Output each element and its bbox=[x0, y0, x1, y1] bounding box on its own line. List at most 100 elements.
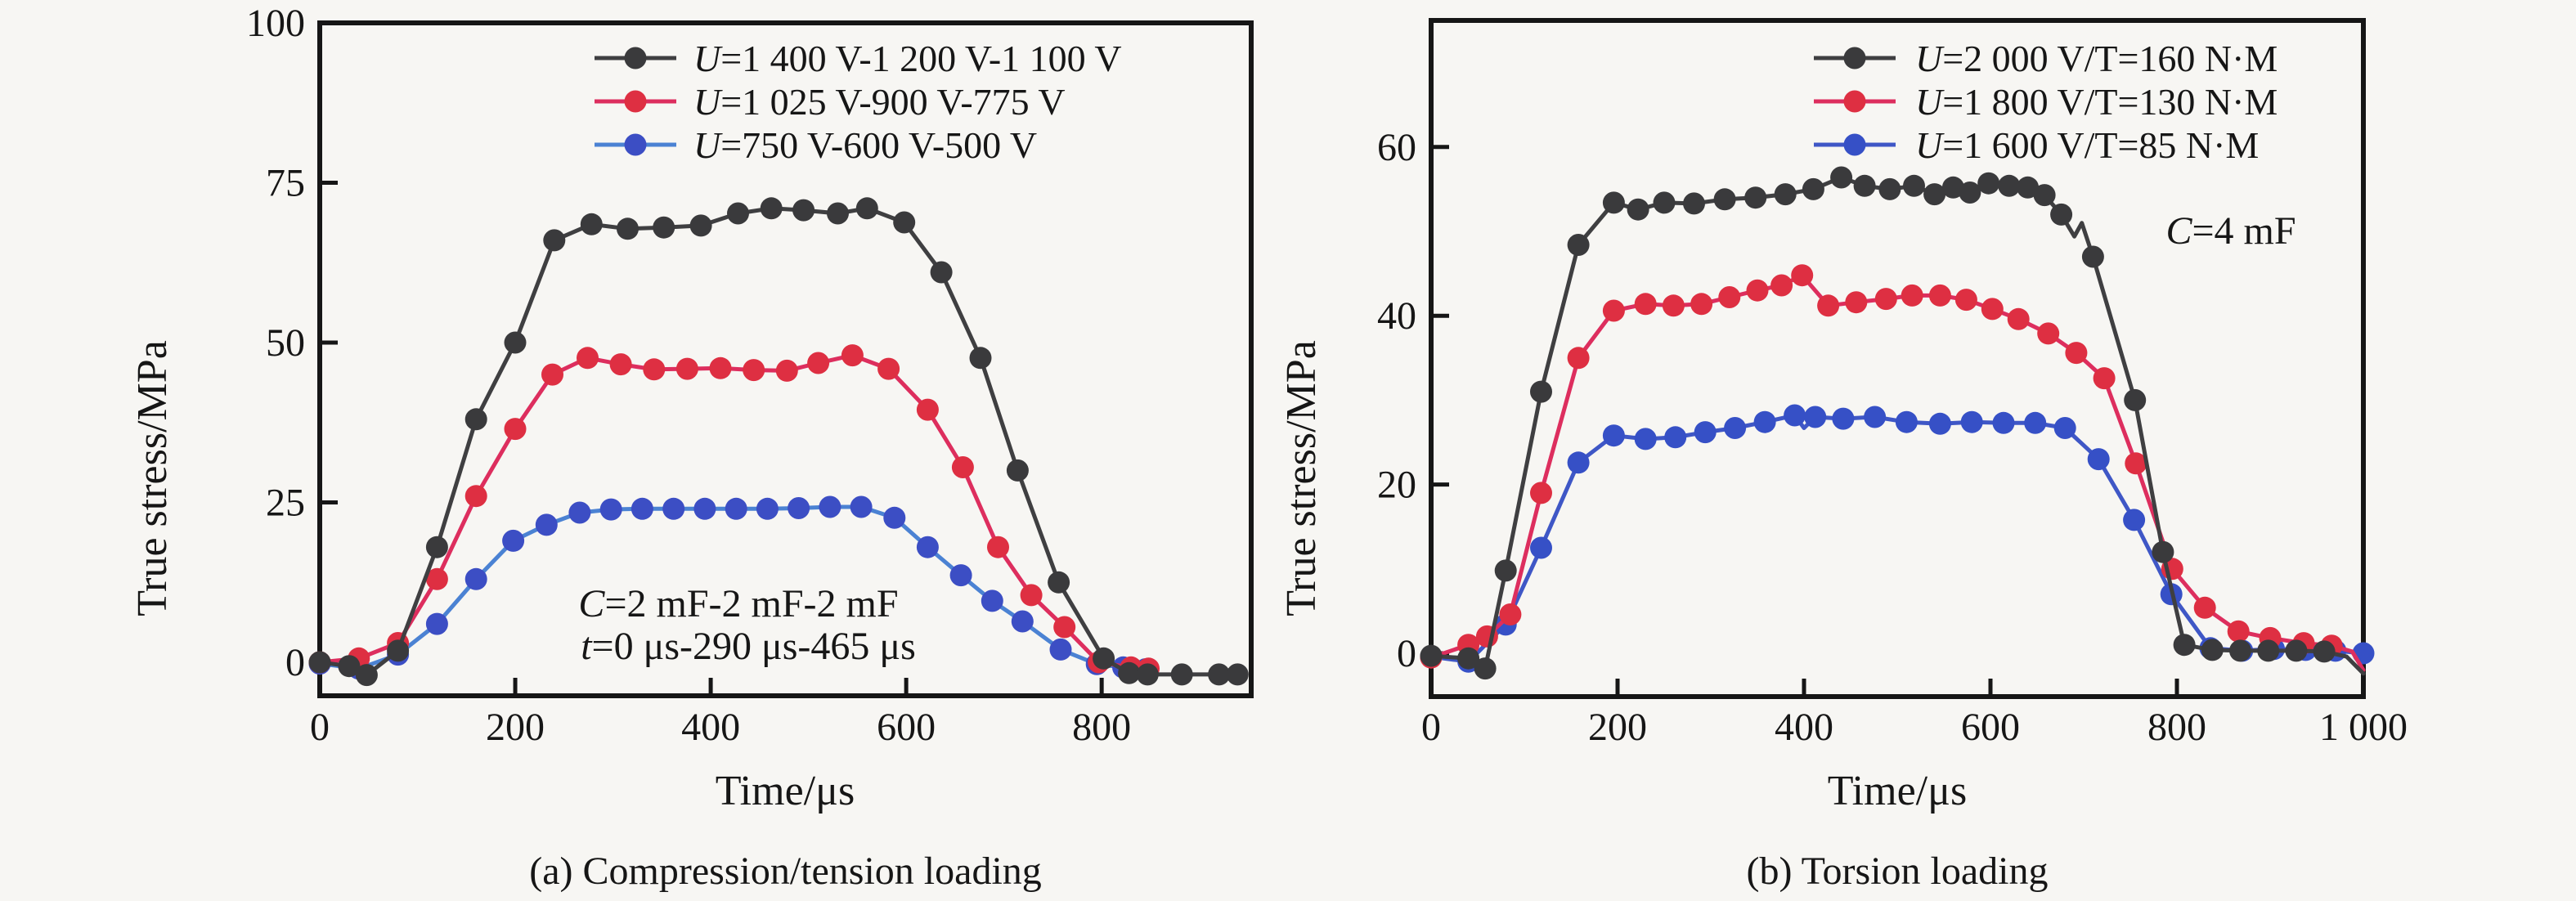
x-tick-label: 800 bbox=[1072, 706, 1131, 749]
series-marker bbox=[2087, 448, 2110, 471]
series-marker bbox=[599, 498, 622, 521]
series-marker bbox=[1744, 186, 1767, 209]
x-tick-label: 400 bbox=[1775, 706, 1833, 749]
series-marker bbox=[788, 497, 810, 519]
y-tick-label: 25 bbox=[266, 482, 305, 525]
series-marker bbox=[2017, 176, 2040, 199]
series-marker bbox=[2053, 417, 2076, 439]
series-marker bbox=[841, 344, 864, 367]
series-marker bbox=[949, 564, 972, 587]
series-marker bbox=[1208, 663, 1231, 686]
series-marker bbox=[1053, 616, 1076, 639]
annotation: C=2 mF-2 mF-2 mF bbox=[578, 582, 898, 625]
series-marker bbox=[1136, 663, 1159, 686]
series-marker bbox=[387, 639, 410, 662]
series-line bbox=[317, 206, 1240, 678]
series-marker bbox=[1690, 293, 1713, 316]
legend-item: U=2 000 V/T=160 N·M bbox=[1814, 38, 2278, 79]
series-marker bbox=[541, 363, 563, 386]
series-marker bbox=[1020, 584, 1043, 607]
y-tick-label: 40 bbox=[1377, 294, 1416, 338]
series-line bbox=[1429, 273, 2366, 673]
series-marker bbox=[2229, 639, 2251, 662]
series-marker bbox=[792, 199, 815, 222]
y-tick-label: 100 bbox=[246, 2, 305, 45]
series-marker bbox=[2050, 203, 2073, 226]
caption-panel-b: (b) Torsion loading bbox=[1746, 849, 2049, 893]
series-marker bbox=[2173, 634, 2196, 657]
series-marker bbox=[1006, 459, 1029, 482]
series-marker bbox=[930, 261, 953, 284]
series-marker bbox=[504, 331, 527, 354]
y-tick-label: 0 bbox=[285, 641, 305, 684]
series-line bbox=[1429, 413, 2366, 664]
series-marker bbox=[1420, 644, 1443, 667]
x-axis-title: Time/μs bbox=[1828, 768, 1967, 814]
series-marker bbox=[543, 229, 566, 252]
series-marker bbox=[1718, 286, 1741, 308]
series-marker bbox=[1530, 536, 1552, 559]
x-tick-label: 400 bbox=[681, 706, 740, 749]
series-marker bbox=[2081, 245, 2104, 268]
series-marker bbox=[1998, 174, 2021, 197]
series-marker bbox=[1903, 174, 1925, 197]
legend-marker bbox=[1843, 90, 1866, 113]
series-marker bbox=[1713, 188, 1736, 211]
series-marker bbox=[2037, 322, 2060, 345]
series-marker bbox=[743, 359, 765, 382]
series-marker bbox=[1832, 407, 1855, 430]
legend-item: U=1 025 V-900 V-775 V bbox=[595, 81, 1066, 123]
legend-item: U=1 800 V/T=130 N·M bbox=[1814, 81, 2278, 123]
legend-item: U=750 V-600 V-500 V bbox=[595, 124, 1037, 166]
series-marker bbox=[2007, 307, 2030, 330]
series-marker bbox=[2123, 509, 2146, 531]
series-marker bbox=[535, 513, 558, 536]
series-marker bbox=[1049, 638, 1072, 661]
legend-marker bbox=[624, 133, 647, 156]
series-marker bbox=[425, 536, 448, 558]
legend-item: U=1 400 V-1 200 V-1 100 V bbox=[595, 38, 1122, 79]
series-marker bbox=[1499, 603, 1522, 625]
series-marker bbox=[355, 664, 378, 687]
series-marker bbox=[502, 529, 525, 552]
y-tick-label: 0 bbox=[1397, 632, 1416, 675]
series-marker bbox=[1118, 661, 1141, 684]
series-marker bbox=[580, 213, 603, 235]
y-tick-label: 50 bbox=[266, 321, 305, 365]
series-marker bbox=[1683, 192, 1705, 215]
chart-b: 0 200 400 600 800 1 000 0 20 40 60 Time/μs True str… bbox=[1278, 18, 2408, 814]
legend-item: U=1 600 V/T=85 N·M bbox=[1814, 124, 2259, 166]
series-marker bbox=[1874, 288, 1897, 311]
series-marker bbox=[2227, 620, 2250, 643]
series-marker bbox=[1530, 380, 1552, 403]
series-marker bbox=[1830, 166, 1853, 189]
x-tick-label: 0 bbox=[310, 706, 330, 749]
series-marker bbox=[1653, 191, 1676, 214]
series-marker bbox=[951, 456, 974, 478]
series-marker bbox=[464, 408, 487, 431]
series-marker bbox=[819, 495, 841, 518]
series-marker bbox=[425, 612, 448, 635]
series-marker bbox=[504, 418, 527, 441]
series-marker bbox=[877, 357, 900, 380]
series-marker bbox=[425, 567, 448, 590]
x-tick-label: 600 bbox=[1961, 706, 2020, 749]
series-marker bbox=[2201, 639, 2224, 661]
series-marker bbox=[1567, 234, 1590, 256]
series-marker bbox=[1694, 421, 1717, 444]
series-marker bbox=[1817, 294, 1840, 317]
series-marker bbox=[675, 357, 698, 380]
series-marker bbox=[1928, 284, 1951, 307]
series-marker bbox=[1567, 451, 1590, 474]
x-tick-label: 600 bbox=[877, 706, 936, 749]
series-marker bbox=[1634, 428, 1657, 450]
series-marker bbox=[1784, 404, 1806, 427]
legend-marker bbox=[1843, 47, 1866, 69]
series-marker bbox=[2093, 367, 2116, 390]
series-marker bbox=[916, 536, 939, 558]
series-marker bbox=[1992, 411, 2015, 434]
legend-label: U=750 V-600 V-500 V bbox=[693, 124, 1037, 166]
series-marker bbox=[643, 358, 666, 381]
